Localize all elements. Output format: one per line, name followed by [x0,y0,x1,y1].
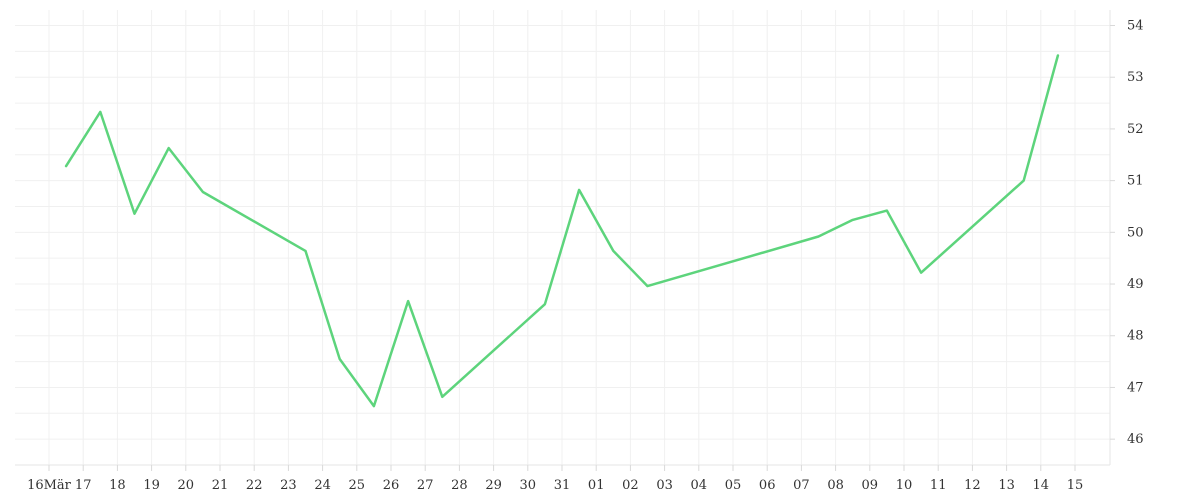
series-line [64,54,1060,408]
y-tick-label: 51 [1127,174,1144,189]
x-tick-label: 23 [280,478,297,493]
x-tick-label: 12 [964,478,981,493]
x-tick-label: 06 [759,478,776,493]
y-tick-label: 54 [1127,19,1144,34]
y-tick-label: 48 [1127,329,1144,344]
x-tick-label: 02 [622,478,639,493]
x-tick-label: 22 [246,478,263,493]
y-tick-label: 49 [1127,277,1144,292]
x-tick-label: 25 [349,478,366,493]
x-tick-label: 15 [1067,478,1084,493]
y-tick-label: 52 [1127,122,1144,137]
tick-labels: 16Mär 17 18 19 20 21 22 23 24 25 26 27 28 29 30 31 01 02 0… [27,19,1143,493]
x-tick-label: 13 [998,478,1015,493]
x-tick-label: 30 [520,478,537,493]
x-tick-label: 16Mär [27,478,72,493]
series [64,54,1060,408]
x-tick-label: 19 [143,478,160,493]
x-tick-label: 26 [383,478,400,493]
x-tick-label: 05 [725,478,742,493]
x-tick-label: 27 [417,478,434,493]
x-tick-label: 21 [212,478,229,493]
y-tick-label: 46 [1127,432,1144,447]
x-tick-label: 01 [588,478,605,493]
axes [15,10,1115,471]
x-tick-label: 04 [691,478,708,493]
x-tick-label: 18 [109,478,126,493]
x-tick-label: 14 [1033,478,1050,493]
y-tick-label: 50 [1127,225,1144,240]
x-tick-label: 07 [793,478,810,493]
x-tick-label: 29 [485,478,502,493]
x-tick-label: 20 [178,478,195,493]
x-tick-label: 09 [862,478,879,493]
x-tick-label: 10 [896,478,913,493]
x-tick-label: 24 [314,478,331,493]
x-tick-label: 28 [451,478,468,493]
x-tick-label: 31 [554,478,571,493]
x-tick-label: 17 [75,478,92,493]
grid [15,10,1110,465]
y-tick-label: 47 [1127,380,1144,395]
y-tick-label: 53 [1127,70,1144,85]
x-tick-label: 11 [930,478,947,493]
x-tick-label: 03 [656,478,673,493]
x-tick-label: 08 [827,478,844,493]
